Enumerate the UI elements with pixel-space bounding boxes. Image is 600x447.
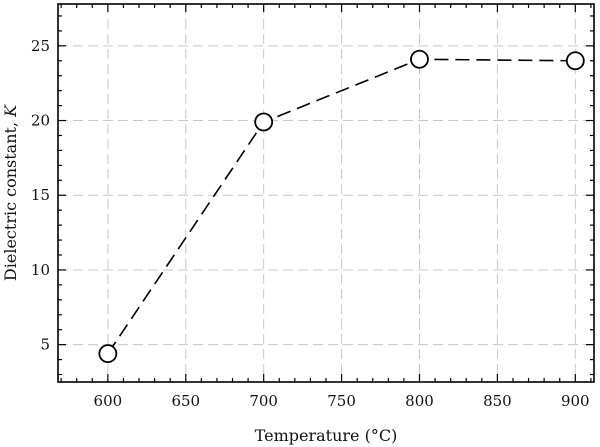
x-tick-label: 650 [171, 392, 200, 410]
marker-layer [98, 49, 585, 364]
x-tick-label: 900 [561, 392, 590, 410]
y-axis-label-text: Dielectric constant, [1, 117, 20, 281]
y-tick-label: 15 [31, 186, 50, 204]
plot-frame [57, 3, 595, 383]
data-point-marker [98, 344, 118, 364]
x-tick-label: 800 [405, 392, 434, 410]
y-axis-label: Dielectric constant, K [1, 104, 20, 281]
x-tick-label: 700 [249, 392, 278, 410]
x-axis-label: Temperature (°C) [255, 426, 398, 445]
y-tick-label: 20 [31, 112, 50, 130]
y-tick-label: 10 [31, 261, 50, 279]
y-axis-label-variable: K [1, 104, 20, 118]
x-tick-label: 850 [483, 392, 512, 410]
data-point-marker [565, 51, 585, 71]
x-tick-label: 750 [327, 392, 356, 410]
grid [58, 4, 594, 382]
y-tick-label: 25 [31, 37, 50, 55]
data-point-marker [254, 112, 274, 132]
series-layer [107, 58, 576, 355]
ticks [58, 4, 594, 382]
data-point-marker [410, 49, 429, 69]
x-tick-labels: 600 650 700 750 800 850 900 [94, 392, 590, 410]
y-tick-label: 5 [40, 336, 50, 354]
x-tick-label: 600 [94, 392, 123, 410]
series-line [107, 58, 576, 355]
y-tick-labels: 5 10 15 20 25 [31, 37, 50, 354]
